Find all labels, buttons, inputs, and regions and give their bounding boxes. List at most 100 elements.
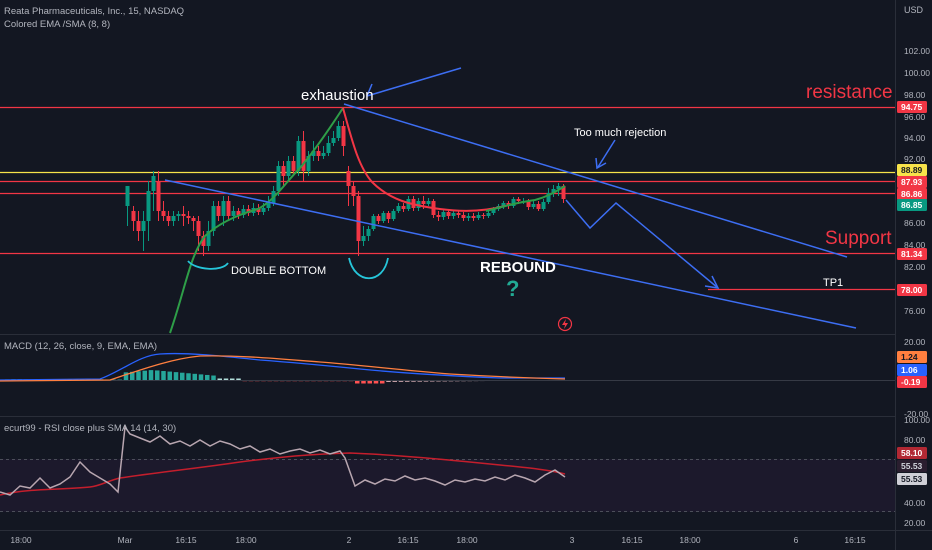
- exhaustion-tick: [366, 83, 373, 97]
- candle-body: [131, 211, 136, 221]
- candle-body: [341, 126, 346, 146]
- candle-body: [186, 216, 191, 218]
- candle-body: [526, 201, 531, 207]
- rejection-label: Too much rejection: [574, 127, 666, 139]
- exhaustion-arrow-line: [366, 67, 462, 97]
- macd-bar: [217, 378, 222, 380]
- price-tick: 100.00: [904, 68, 930, 78]
- macd-legend[interactable]: MACD (12, 26, close, 9, EMA, EMA): [4, 341, 157, 352]
- price-tag-bg: [897, 284, 927, 296]
- macd-bar: [180, 372, 185, 380]
- candle-body: [476, 215, 481, 218]
- macd-bar: [173, 372, 179, 380]
- ema-indicator-title: Colored EMA /SMA (8, 8): [4, 19, 111, 30]
- rsi-tag-bg: [897, 460, 927, 472]
- price-tag: 86.85: [901, 200, 923, 210]
- price-tag-bg: [897, 248, 927, 260]
- candle-body: [426, 201, 431, 204]
- macd-tick: 20.00: [904, 337, 926, 347]
- candle-body: [371, 216, 376, 229]
- price-tag: 78.00: [901, 285, 923, 295]
- macd-bar: [198, 374, 204, 380]
- candle-body: [216, 206, 221, 216]
- upper-trendline: [343, 103, 848, 258]
- rsi-axis: 100.00 80.00 40.00 20.00: [904, 415, 930, 528]
- macd-tag-bg: [897, 376, 927, 388]
- candle-body: [191, 218, 196, 221]
- candle-body: [151, 176, 156, 191]
- rsi-tick: 20.00: [904, 518, 926, 528]
- candle-body: [391, 211, 396, 219]
- lightning-icon[interactable]: [557, 316, 573, 332]
- candle-body: [401, 206, 406, 209]
- macd-bar: [211, 375, 216, 380]
- candle-body: [356, 196, 361, 241]
- candle-body: [331, 138, 336, 143]
- macd-bar: [148, 370, 154, 380]
- macd-histogram: [0, 352, 895, 384]
- time-axis: 18:00 Mar 16:15 18:00 2 16:15 18:00 3 16:15 18:00…: [10, 535, 866, 545]
- rsi-tag: 55.53: [901, 461, 923, 471]
- rsi-legend[interactable]: ecurt99 - RSI close plus SMA 14 (14, 30): [4, 423, 176, 434]
- candle-body: [336, 126, 341, 138]
- candle-body: [306, 156, 311, 171]
- support-label: Support: [825, 228, 892, 249]
- candle-body: [276, 166, 281, 191]
- rsi-tags: 58.10 55.53 55.53: [897, 447, 927, 485]
- candle-body: [546, 193, 551, 202]
- time-tick: 3: [570, 535, 575, 545]
- macd-bar: [355, 380, 360, 384]
- time-tick: 6: [794, 535, 799, 545]
- price-tag: 87.93: [901, 177, 923, 187]
- time-tick: 2: [347, 535, 352, 545]
- rsi-tag: 58.10: [901, 448, 923, 458]
- rsi-tag-bg: [897, 447, 927, 459]
- macd-bar: [192, 373, 197, 380]
- candle-body: [326, 143, 331, 153]
- macd-line: [0, 352, 565, 381]
- candle-body: [266, 203, 271, 208]
- symbol-title: Reata Pharmaceuticals, Inc., 15, NASDAQ: [4, 6, 185, 17]
- time-tick: 16:15: [621, 535, 643, 545]
- macd-bar: [123, 372, 129, 380]
- macd-bar: [161, 371, 166, 380]
- ema-legend[interactable]: Colored EMA /SMA (8, 8): [4, 19, 110, 30]
- macd-bar: [205, 374, 210, 380]
- question-mark: ?: [506, 276, 519, 301]
- candle-body: [291, 161, 296, 171]
- candle-body: [136, 221, 141, 231]
- candle-body: [421, 201, 426, 204]
- ema-line-down: [342, 107, 506, 212]
- macd-tag-bg: [897, 364, 927, 376]
- time-tick: 18:00: [235, 535, 257, 545]
- candle-body: [446, 212, 451, 216]
- candle-body: [176, 214, 181, 216]
- macd-tag-bg: [897, 351, 927, 363]
- macd-bar: [380, 380, 385, 384]
- candle-body: [181, 214, 186, 216]
- macd-bar: [186, 373, 191, 380]
- candle-body: [226, 201, 231, 216]
- candle-body: [236, 211, 241, 215]
- resistance-label: resistance: [806, 82, 893, 103]
- rsi-tick: 100.00: [904, 415, 930, 425]
- rsi-tick: 40.00: [904, 498, 926, 508]
- rsi-indicator-title: ecurt99 - RSI close plus SMA 14 (14, 30): [4, 423, 177, 434]
- candle-body: [466, 216, 471, 218]
- candle-body: [286, 161, 291, 176]
- candle-body: [386, 213, 391, 219]
- price-tag-bg: [897, 176, 927, 188]
- macd-tag: 1.24: [901, 352, 918, 362]
- candle-body: [141, 221, 146, 231]
- currency-label: USD: [904, 5, 924, 15]
- symbol-legend[interactable]: Reata Pharmaceuticals, Inc., 15, NASDAQ: [4, 6, 184, 17]
- exhaustion-label: exhaustion: [301, 87, 374, 104]
- rsi-tick: 80.00: [904, 435, 926, 445]
- lower-trendline: [164, 179, 857, 329]
- candle-body: [281, 166, 286, 176]
- candle-body: [556, 186, 561, 189]
- price-tag-bg: [897, 164, 927, 176]
- time-tick: 16:15: [397, 535, 419, 545]
- price-tag: 86.86: [901, 189, 923, 199]
